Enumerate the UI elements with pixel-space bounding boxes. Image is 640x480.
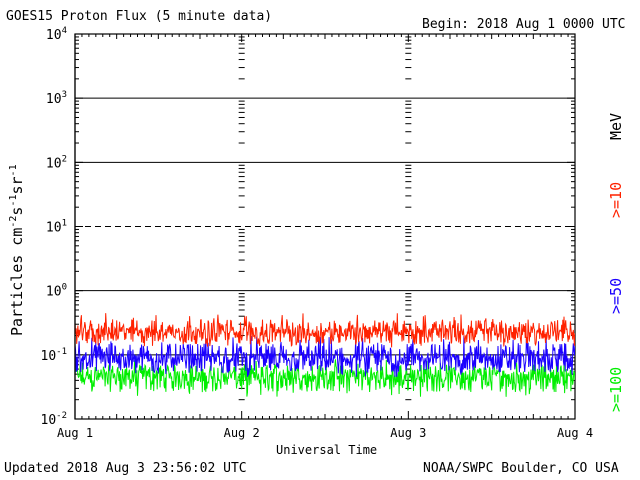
legend-unit: MeV bbox=[607, 112, 625, 140]
series-line-gte10 bbox=[75, 313, 575, 348]
chart-title: GOES15 Proton Flux (5 minute data) bbox=[6, 9, 273, 24]
updated-timestamp: Updated 2018 Aug 3 23:56:02 UTC bbox=[4, 461, 247, 476]
y-tick-label: 10-1 bbox=[41, 347, 68, 364]
y-tick-label: 104 bbox=[46, 26, 67, 43]
legend-entry-50mev: >=50 bbox=[607, 277, 625, 314]
y-tick-label: 103 bbox=[46, 90, 67, 107]
x-tick-label: Aug 2 bbox=[224, 426, 260, 440]
y-axis-label: Particles cm-2s-1sr-1 bbox=[8, 164, 26, 336]
x-tick-label: Aug 4 bbox=[557, 426, 593, 440]
y-tick-label: 10-2 bbox=[41, 411, 68, 428]
credit-label: NOAA/SWPC Boulder, CO USA bbox=[423, 461, 619, 476]
y-tick-label: 100 bbox=[46, 283, 67, 300]
x-tick-label: Aug 3 bbox=[390, 426, 426, 440]
legend-entry-100mev: >=100 bbox=[607, 366, 625, 412]
y-tick-label: 101 bbox=[46, 219, 67, 236]
x-axis-label: Universal Time bbox=[276, 443, 378, 457]
series-line-gte100 bbox=[75, 357, 575, 397]
legend-entry-10mev: >=10 bbox=[607, 181, 625, 218]
y-tick-label: 102 bbox=[46, 154, 67, 171]
series-line-gte50 bbox=[75, 335, 575, 377]
begin-time: Begin: 2018 Aug 1 0000 UTC bbox=[422, 17, 626, 32]
x-tick-label: Aug 1 bbox=[57, 426, 93, 440]
